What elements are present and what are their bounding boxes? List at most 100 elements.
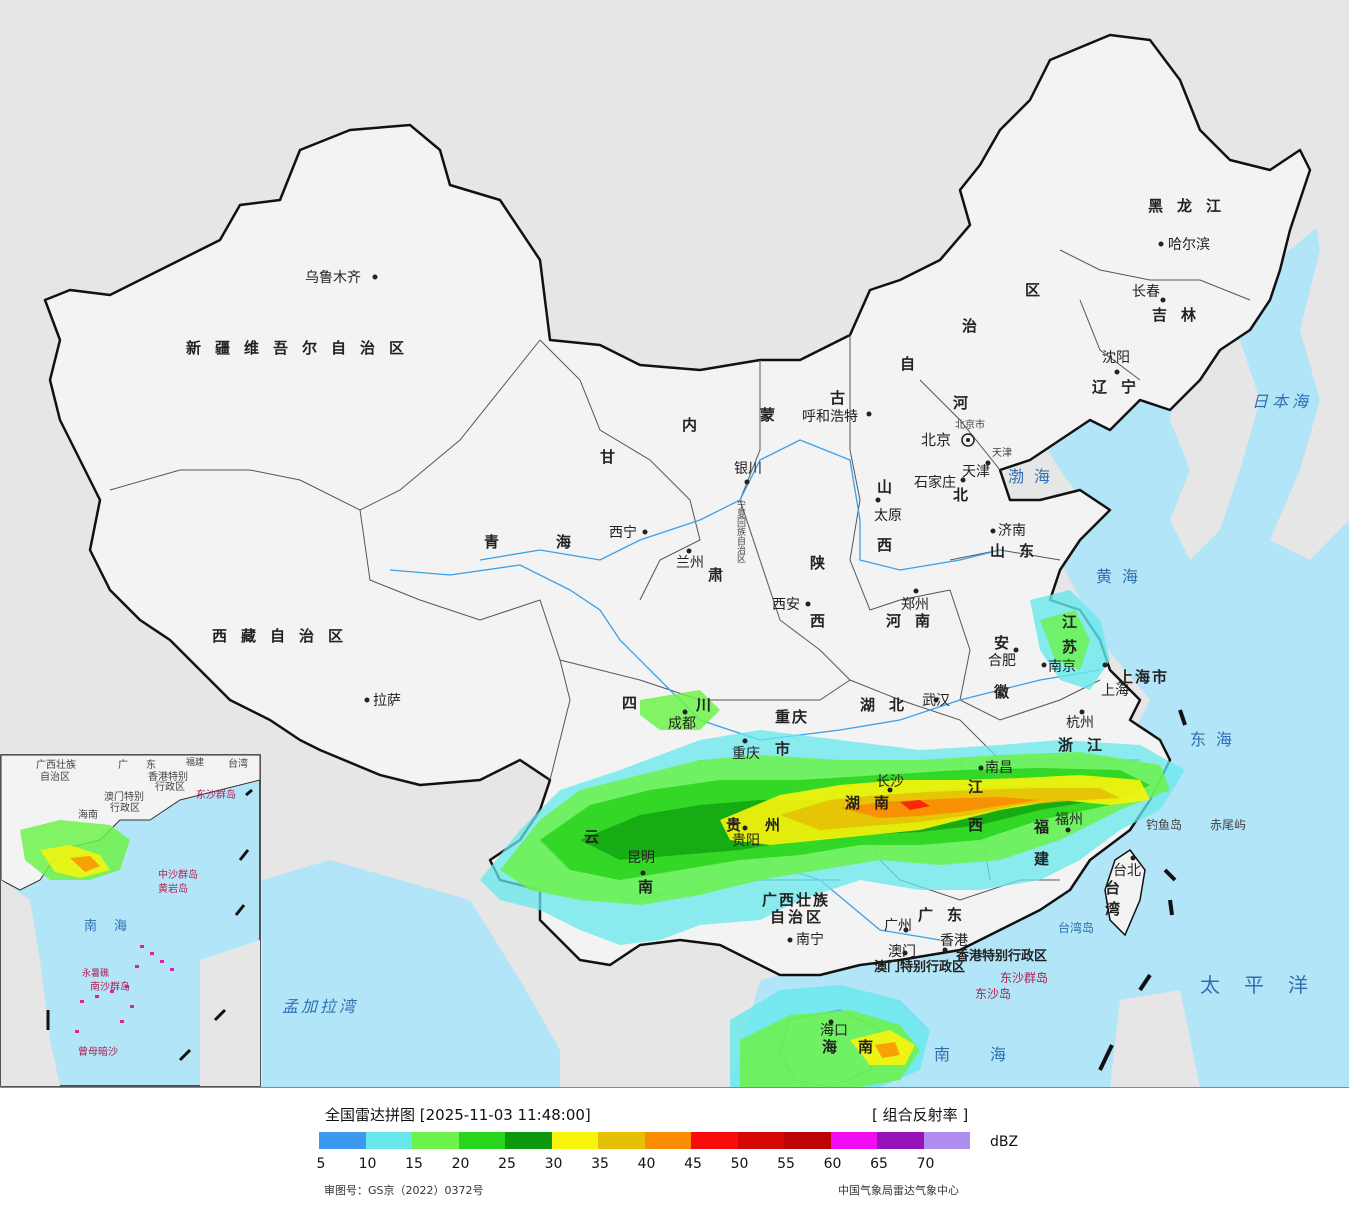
province-label: 西 xyxy=(877,536,906,554)
inset-label: 广 xyxy=(118,759,128,771)
sea-label: 日本海 xyxy=(1252,392,1312,411)
city-label: 天津 xyxy=(962,464,990,480)
sea-label: 黄海 xyxy=(1096,567,1148,586)
inset-label: 东 xyxy=(146,758,156,771)
city-label: 北京 xyxy=(921,431,951,449)
province-label: 湖南 xyxy=(845,794,903,812)
legend-swatch xyxy=(691,1132,738,1149)
city-label: 呼和浩特 xyxy=(802,409,858,425)
province-label: 古 xyxy=(830,389,859,407)
province-label: 治 xyxy=(962,317,991,335)
island-label: 钓鱼岛 xyxy=(1146,817,1182,832)
data-source: 中国气象局雷达气象中心 xyxy=(838,1184,959,1197)
province-label: 市 xyxy=(775,740,804,758)
province-label: 广东 xyxy=(918,906,976,924)
legend-swatch xyxy=(830,1132,877,1149)
radar-echoes xyxy=(480,590,1185,1087)
city-label: 石家庄 xyxy=(914,474,956,491)
province-label: 辽宁 xyxy=(1092,378,1150,396)
province-label: 海 xyxy=(822,1038,851,1056)
city-label: 天津 xyxy=(992,447,1012,459)
city-label: 重庆 xyxy=(732,746,760,762)
inset-label: 行政区 xyxy=(110,801,140,814)
city-label: 广州 xyxy=(884,918,912,934)
city-dots xyxy=(364,241,1166,1025)
korea-land xyxy=(1170,340,1260,560)
legend-swatch xyxy=(505,1132,552,1149)
province-label: 蒙 xyxy=(760,406,789,424)
province-label: 青 xyxy=(484,533,513,551)
legend-tick: 5 xyxy=(316,1156,326,1172)
sea-label: 太平洋 xyxy=(1200,973,1332,997)
legend-tick: 40 xyxy=(637,1156,656,1172)
province-label: 肃 xyxy=(708,566,737,584)
inset-label: 行政区 xyxy=(155,780,185,793)
island-label: 赤尾屿 xyxy=(1210,818,1246,832)
inset-label: 永暑礁 xyxy=(82,967,109,979)
legend-tick: 45 xyxy=(684,1156,702,1172)
city-label: 郑州 xyxy=(901,597,929,613)
province-label: 湖北 xyxy=(860,696,918,714)
inset-label: 自治区 xyxy=(40,770,70,783)
city-label: 杭州 xyxy=(1066,715,1094,731)
legend-swatch xyxy=(319,1132,366,1149)
taiwan-strait-land xyxy=(1110,990,1200,1087)
legend-tick: 10 xyxy=(358,1156,377,1172)
city-label: 兰州 xyxy=(676,555,704,571)
city-label: 成都 xyxy=(668,716,696,732)
inset-label: 黄岩岛 xyxy=(158,882,188,895)
city-label: 福州 xyxy=(1055,812,1083,828)
city-label: 南宁 xyxy=(796,931,824,948)
sea-label: 南海 xyxy=(934,1045,1046,1064)
province-label: 区 xyxy=(1025,281,1054,299)
legend-tick: 15 xyxy=(405,1156,423,1172)
province-label: 河 xyxy=(953,394,982,412)
province-label: 吉林 xyxy=(1152,306,1210,324)
province-label: 州 xyxy=(764,816,794,834)
capital-marker xyxy=(961,433,975,447)
legend-tick: 35 xyxy=(591,1156,609,1172)
province-label: 苏 xyxy=(1062,638,1091,656)
japan-land xyxy=(1270,60,1349,560)
province-label: 澳门特别行政区 xyxy=(874,959,965,975)
south-china-sea-inset xyxy=(0,754,261,1087)
city-label: 沈阳 xyxy=(1102,350,1130,366)
city-label: 西安 xyxy=(772,597,800,613)
legend-swatch xyxy=(877,1132,924,1149)
island-label: 东沙岛 xyxy=(975,986,1011,1001)
sea-label: 渤海 xyxy=(1008,467,1060,486)
inset-label: 香港特别 xyxy=(148,771,188,783)
province-label: 香港特别行政区 xyxy=(955,948,1047,964)
province-label: 上海市 xyxy=(1118,668,1169,686)
province-label: 河南 xyxy=(886,612,944,630)
city-label: 海口 xyxy=(820,1023,848,1039)
taiwan-island xyxy=(1104,848,1146,937)
island-label: 东沙群岛 xyxy=(1000,970,1048,985)
inset-label: 海 xyxy=(114,919,137,934)
province-label: 福 xyxy=(1033,818,1063,836)
province-label: 贵 xyxy=(726,816,755,834)
province-label: 建 xyxy=(1034,850,1063,868)
province-label: 四 xyxy=(622,694,651,712)
legend-swatch xyxy=(412,1132,459,1149)
legend-tick: 30 xyxy=(544,1156,563,1172)
legend-swatch xyxy=(551,1132,598,1149)
inset-label: 南沙群岛 xyxy=(90,980,130,993)
province-label: 浙江 xyxy=(1058,736,1116,754)
city-label: 济南 xyxy=(998,523,1026,539)
city-label: 乌鲁木齐 xyxy=(305,270,361,286)
city-label: 银川 xyxy=(734,461,762,477)
legend-product-type: [ 组合反射率 ] xyxy=(872,1106,969,1124)
city-label: 南昌 xyxy=(985,760,1013,776)
province-label: 陕 xyxy=(810,554,839,572)
legend-tick: 50 xyxy=(730,1156,749,1172)
city-label: 哈尔滨 xyxy=(1168,237,1210,253)
inset-label: 南 xyxy=(84,918,107,934)
inset-label: 海南 xyxy=(78,808,98,821)
inset-label: 中沙群岛 xyxy=(158,868,198,881)
province-label: 徽 xyxy=(993,683,1023,701)
province-label: 山 xyxy=(877,478,906,496)
legend: 全国雷达拼图 [2025-11-03 11:48:00] [ 组合反射率 ] d… xyxy=(0,1087,1349,1209)
inset-label: 台湾 xyxy=(228,757,248,770)
legend-tick: 70 xyxy=(916,1156,935,1172)
